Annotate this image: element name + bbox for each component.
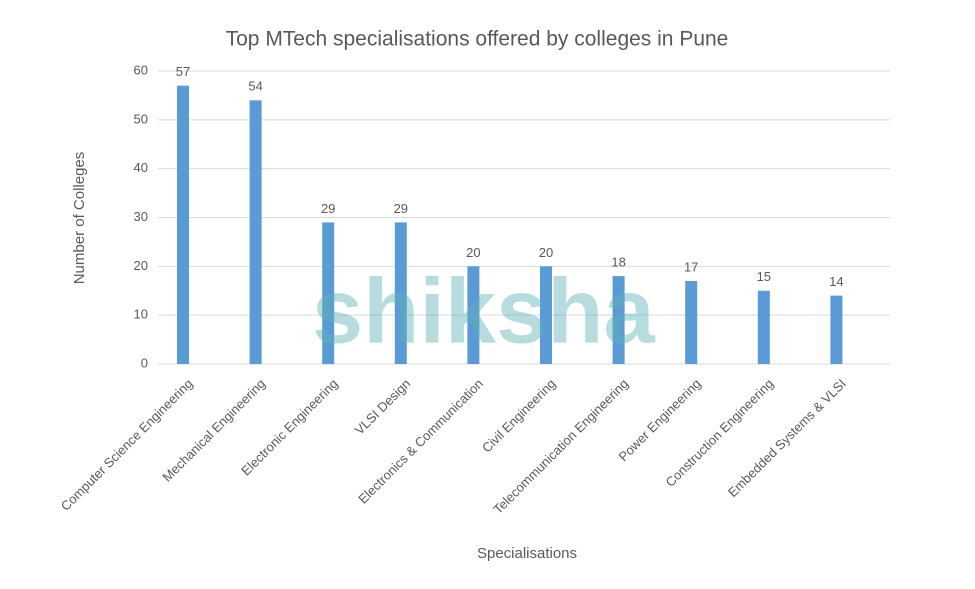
bar (394, 222, 407, 364)
x-tick-label: VLSI Design (352, 376, 414, 438)
bar (249, 100, 262, 365)
y-tick-label: 20 (134, 258, 148, 273)
value-label: 18 (611, 255, 625, 270)
x-axis-label: Specialisations (477, 545, 577, 562)
y-tick-label: 10 (134, 307, 148, 322)
value-label: 17 (684, 259, 698, 274)
value-label: 29 (321, 201, 335, 216)
value-label: 29 (394, 201, 408, 216)
chart-title: Top MTech specialisations offered by col… (226, 28, 729, 51)
bar (757, 290, 770, 364)
value-label: 20 (466, 245, 480, 260)
y-tick-label: 30 (134, 209, 148, 224)
bar (467, 266, 480, 364)
y-tick-label: 60 (134, 62, 148, 77)
x-tick-label: Computer Science Engineering (58, 376, 196, 514)
x-tick-label: Civil Engineering (479, 376, 559, 456)
y-tick-label: 40 (134, 160, 148, 175)
value-label: 20 (539, 245, 553, 260)
bar (540, 266, 552, 364)
bar (177, 85, 189, 365)
x-tick-label: Telecommunication Engineering (490, 376, 631, 517)
value-label: 14 (829, 274, 843, 289)
x-tick-label: Electronics & Communication (355, 376, 486, 507)
bar (322, 222, 335, 364)
watermark: shiksha (312, 260, 655, 362)
y-tick-label: 0 (141, 355, 148, 370)
value-label: 57 (176, 64, 190, 79)
y-tick-label: 50 (134, 111, 148, 126)
y-axis-label: Number of Colleges (71, 152, 88, 285)
x-tick-label: Embedded Systems & VLSI (725, 376, 849, 500)
bar (685, 280, 698, 364)
bar (830, 295, 843, 364)
value-label: 15 (757, 269, 771, 284)
value-label: 54 (248, 79, 262, 94)
bar (612, 276, 625, 364)
